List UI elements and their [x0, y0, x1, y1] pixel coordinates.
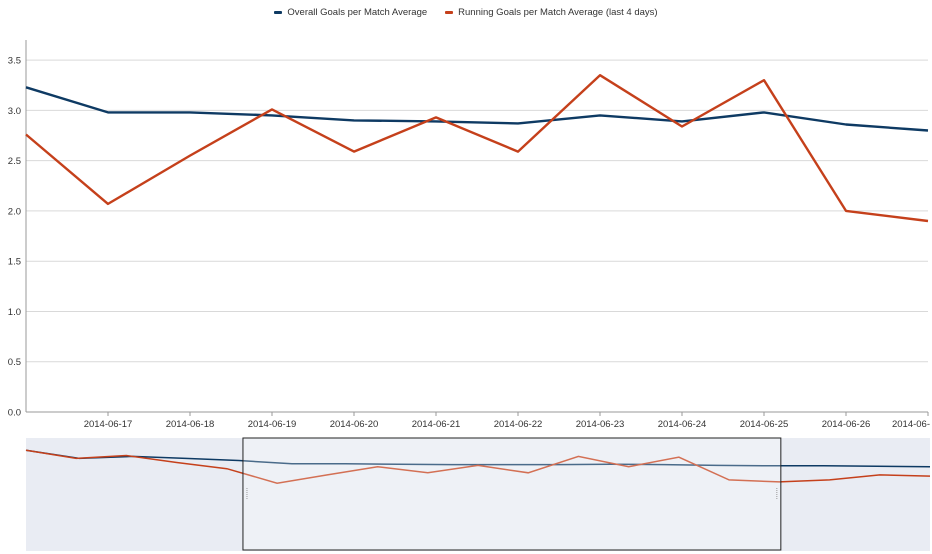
x-tick-label: 2014-06-18: [166, 419, 215, 430]
data-point-running[interactable]: [679, 123, 685, 129]
navigator-line-overall: [25, 449, 931, 468]
axis-layer: 0.0 0.5 1.0 1.5 2.0 2.5 3.0 3.5 2014-06-17 2014-0…: [8, 40, 930, 430]
data-point-running[interactable]: [23, 132, 29, 138]
navigator-selection-window[interactable]: [242, 437, 782, 551]
data-point-running[interactable]: [187, 153, 193, 159]
x-tick-label: 2014-06-20: [330, 419, 379, 430]
data-point-overall[interactable]: [843, 121, 849, 127]
data-point-overall[interactable]: [761, 109, 767, 115]
data-point-overall[interactable]: [597, 112, 603, 118]
data-point-running[interactable]: [351, 149, 357, 155]
navigator-series-layer: [25, 449, 931, 484]
data-point-running[interactable]: [269, 106, 275, 112]
y-tick-label: 3.5: [8, 56, 21, 67]
data-point-overall[interactable]: [925, 127, 931, 133]
data-point-running[interactable]: [515, 149, 521, 155]
legend-swatch-running: [445, 11, 454, 14]
data-point-running[interactable]: [843, 208, 849, 214]
data-point-overall[interactable]: [269, 112, 275, 118]
chart-legend: Overall Goals per Match Average Running …: [0, 7, 932, 18]
x-tick-label: 2014-06-26: [822, 419, 871, 430]
legend-swatch-overall: [274, 11, 283, 14]
x-tick-label: 2014-06-23: [576, 419, 625, 430]
x-tick-label: 2014-06-22: [494, 419, 543, 430]
series-layer: [23, 72, 931, 224]
x-tick-label: 2014-06-: [892, 419, 930, 430]
y-tick-label: 1.0: [8, 307, 21, 318]
y-tick-label: 2.0: [8, 206, 21, 217]
navigator-background: [26, 438, 930, 551]
data-point-overall[interactable]: [351, 117, 357, 123]
navigator-line-running: [25, 449, 931, 484]
data-point-overall[interactable]: [515, 120, 521, 126]
main-line-chart: 0.0 0.5 1.0 1.5 2.0 2.5 3.0 3.5 2014-06-17 2014-0…: [8, 40, 931, 430]
data-point-running[interactable]: [105, 201, 111, 207]
y-tick-label: 2.5: [8, 156, 21, 167]
legend-label-running: Running Goals per Match Average (last 4 …: [458, 7, 658, 18]
data-point-overall[interactable]: [23, 84, 29, 90]
data-point-running[interactable]: [433, 114, 439, 120]
x-tick-label: 2014-06-17: [84, 419, 133, 430]
legend-label-overall: Overall Goals per Match Average: [287, 7, 428, 18]
y-tick-label: 1.5: [8, 257, 21, 268]
y-tick-label: 0.5: [8, 357, 21, 368]
data-point-running[interactable]: [761, 77, 767, 83]
x-tick-label: 2014-06-25: [740, 419, 789, 430]
y-tick-label: 0.0: [8, 408, 21, 419]
data-point-overall[interactable]: [187, 109, 193, 115]
y-tick-label: 3.0: [8, 106, 21, 117]
legend-item-overall[interactable]: Overall Goals per Match Average: [274, 7, 427, 18]
data-point-overall[interactable]: [105, 109, 111, 115]
data-point-running[interactable]: [925, 218, 931, 224]
legend-item-running[interactable]: Running Goals per Match Average (last 4 …: [445, 7, 658, 18]
series-line-overall[interactable]: [25, 86, 929, 132]
x-tick-label: 2014-06-24: [658, 419, 707, 430]
series-line-running[interactable]: [25, 73, 929, 223]
data-point-running[interactable]: [597, 72, 603, 78]
x-tick-label: 2014-06-21: [412, 419, 461, 430]
x-tick-label: 2014-06-19: [248, 419, 297, 430]
